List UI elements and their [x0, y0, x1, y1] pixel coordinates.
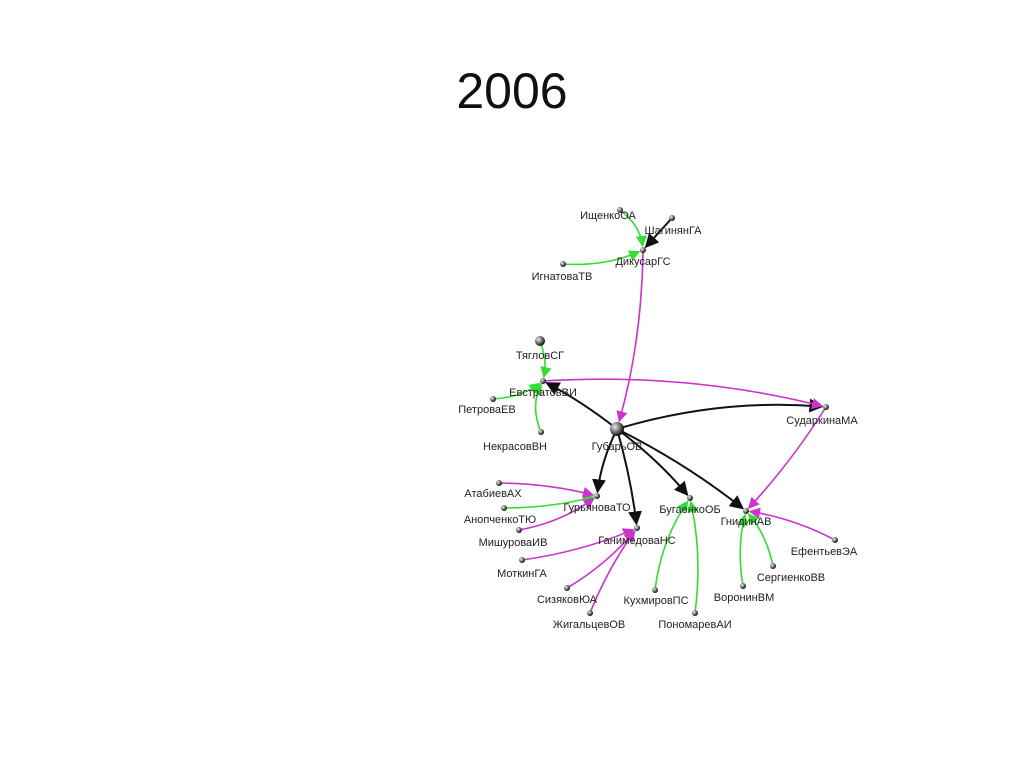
node-label: ИгнатоваТВ: [532, 271, 593, 283]
node: [692, 610, 698, 616]
node-label: ГнидинАВ: [721, 516, 772, 528]
slide-title: 2006: [456, 63, 568, 119]
node: [538, 429, 544, 435]
node-label: ИщенкоОА: [580, 210, 636, 222]
node-label: ДикусарГС: [615, 256, 670, 268]
node-label: МоткинГА: [497, 568, 547, 580]
node: [669, 215, 675, 221]
node-label: ВоронинВМ: [714, 592, 774, 604]
node-label: ПономаревАИ: [658, 619, 731, 631]
edge: [589, 530, 636, 614]
node-label: ЕвстратовВИ: [509, 387, 577, 399]
edge: [521, 528, 635, 561]
node: [519, 557, 525, 563]
node: [594, 493, 600, 499]
edge: [545, 381, 618, 430]
edge: [616, 428, 642, 526]
edge: [687, 500, 699, 614]
edge: [654, 500, 689, 591]
node: [610, 422, 624, 436]
edge: [748, 507, 836, 541]
edge: [619, 209, 647, 248]
node-label: ПетроваЕВ: [458, 404, 515, 416]
node-label: ГурьяноваТО: [563, 502, 631, 514]
node: [740, 583, 746, 589]
node-label: ГанимедоваНС: [598, 535, 675, 547]
edge: [542, 378, 824, 410]
edge: [616, 428, 744, 510]
node-label: ТягловСГ: [516, 350, 564, 362]
node-label: АнопченкоТЮ: [464, 514, 536, 526]
node-label: ГубарьОВ: [592, 441, 643, 453]
node: [535, 336, 545, 346]
node-label: ЕфентьевЭА: [791, 546, 858, 558]
node-label: ЖигальцевОВ: [553, 619, 625, 631]
node: [496, 480, 502, 486]
node: [823, 404, 829, 410]
edge: [616, 428, 689, 497]
node: [770, 563, 776, 569]
edge: [498, 482, 595, 498]
node: [617, 207, 623, 213]
node: [634, 525, 640, 531]
node-label: СизяковЮА: [537, 594, 598, 606]
edge: [518, 497, 595, 531]
node: [501, 505, 507, 511]
node-label: СударкинаМА: [786, 415, 858, 427]
node-label: СергиенкоВВ: [757, 572, 825, 584]
edge: [747, 406, 827, 509]
node: [564, 585, 570, 591]
node-label: ШагинянГА: [644, 225, 702, 237]
edge: [616, 249, 644, 423]
edge: [592, 428, 618, 494]
node: [640, 247, 646, 253]
edge: [644, 217, 673, 249]
node-label: КухмировПС: [623, 595, 688, 607]
node: [516, 527, 522, 533]
node: [832, 537, 838, 543]
node-label: НекрасовВН: [483, 441, 547, 453]
node-label: АтабиевАХ: [464, 488, 522, 500]
node: [540, 378, 546, 384]
node-label: МишуроваИВ: [479, 537, 548, 549]
edge: [737, 513, 748, 587]
node: [687, 495, 693, 501]
node: [587, 610, 593, 616]
edge: [531, 383, 542, 433]
edge: [562, 250, 641, 266]
node: [743, 508, 749, 514]
node: [560, 261, 566, 267]
edge: [616, 398, 824, 430]
node: [652, 587, 658, 593]
node: [490, 396, 496, 402]
node-label: БугаенкоОБ: [659, 504, 720, 516]
